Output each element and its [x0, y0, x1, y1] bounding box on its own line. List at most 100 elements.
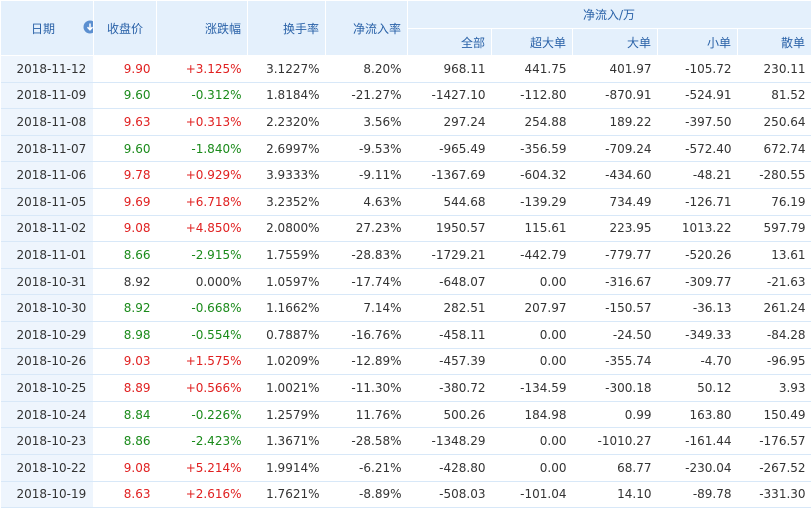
date-cell: 2018-10-25	[1, 375, 94, 402]
change-cell: 0.000%	[157, 268, 248, 295]
header-change[interactable]: 涨跌幅	[157, 1, 248, 56]
close-cell: 9.63	[94, 109, 157, 136]
net-small-cell: -520.26	[658, 242, 738, 269]
turnover-cell: 3.2352%	[248, 188, 326, 215]
net-all-cell: -1367.69	[408, 162, 492, 189]
header-net-inflow-group: 净流入/万	[408, 1, 811, 29]
net-large-cell: -870.91	[573, 82, 658, 109]
net-retail-cell: 150.49	[738, 401, 811, 428]
net-xl-cell: 184.98	[492, 401, 573, 428]
header-turnover[interactable]: 换手率	[248, 1, 326, 56]
turnover-cell: 3.9333%	[248, 162, 326, 189]
change-cell: -2.423%	[157, 428, 248, 455]
close-cell: 9.69	[94, 188, 157, 215]
turnover-cell: 2.2320%	[248, 109, 326, 136]
change-cell: +3.125%	[157, 56, 248, 83]
net-large-cell: 401.97	[573, 56, 658, 83]
net-xl-cell: 0.00	[492, 428, 573, 455]
net-small-cell: -524.91	[658, 82, 738, 109]
close-cell: 9.78	[94, 162, 157, 189]
date-cell: 2018-11-08	[1, 109, 94, 136]
net-large-cell: 14.10	[573, 481, 658, 508]
header-all[interactable]: 全部	[408, 29, 492, 56]
net-xl-cell: 0.00	[492, 454, 573, 481]
net-small-cell: 1013.22	[658, 215, 738, 242]
date-cell: 2018-11-02	[1, 215, 94, 242]
close-cell: 9.08	[94, 215, 157, 242]
close-cell: 8.89	[94, 375, 157, 402]
net-small-cell: -126.71	[658, 188, 738, 215]
net-rate-cell: 27.23%	[326, 215, 408, 242]
net-large-cell: -355.74	[573, 348, 658, 375]
turnover-cell: 1.3671%	[248, 428, 326, 455]
date-cell: 2018-10-22	[1, 454, 94, 481]
net-xl-cell: 207.97	[492, 295, 573, 322]
net-xl-cell: -139.29	[492, 188, 573, 215]
net-xl-cell: 0.00	[492, 268, 573, 295]
net-all-cell: -458.11	[408, 321, 492, 348]
change-cell: -0.312%	[157, 82, 248, 109]
net-rate-cell: -17.74%	[326, 268, 408, 295]
net-xl-cell: -101.04	[492, 481, 573, 508]
date-cell: 2018-11-06	[1, 162, 94, 189]
net-retail-cell: -331.30	[738, 481, 811, 508]
header-date[interactable]: 日期	[1, 1, 94, 56]
header-close[interactable]: 收盘价	[94, 1, 157, 56]
net-small-cell: -349.33	[658, 321, 738, 348]
close-cell: 8.92	[94, 295, 157, 322]
net-small-cell: -36.13	[658, 295, 738, 322]
header-small[interactable]: 小单	[658, 29, 738, 56]
sort-down-icon[interactable]	[83, 20, 94, 34]
net-retail-cell: -280.55	[738, 162, 811, 189]
turnover-cell: 1.8184%	[248, 82, 326, 109]
net-all-cell: -648.07	[408, 268, 492, 295]
header-large[interactable]: 大单	[573, 29, 658, 56]
date-cell: 2018-11-05	[1, 188, 94, 215]
turnover-cell: 2.0800%	[248, 215, 326, 242]
change-cell: -0.554%	[157, 321, 248, 348]
net-small-cell: -161.44	[658, 428, 738, 455]
net-retail-cell: -176.57	[738, 428, 811, 455]
header-net-rate[interactable]: 净流入率	[326, 1, 408, 56]
net-rate-cell: -28.83%	[326, 242, 408, 269]
net-xl-cell: -604.32	[492, 162, 573, 189]
net-rate-cell: -8.89%	[326, 481, 408, 508]
net-small-cell: 50.12	[658, 375, 738, 402]
turnover-cell: 1.9914%	[248, 454, 326, 481]
net-all-cell: 968.11	[408, 56, 492, 83]
net-large-cell: -1010.27	[573, 428, 658, 455]
close-cell: 9.60	[94, 135, 157, 162]
net-rate-cell: -12.89%	[326, 348, 408, 375]
turnover-cell: 1.0021%	[248, 375, 326, 402]
net-all-cell: 544.68	[408, 188, 492, 215]
turnover-cell: 1.0597%	[248, 268, 326, 295]
header-retail[interactable]: 散单	[738, 29, 811, 56]
net-rate-cell: 7.14%	[326, 295, 408, 322]
net-small-cell: -572.40	[658, 135, 738, 162]
change-cell: +6.718%	[157, 188, 248, 215]
change-cell: +1.575%	[157, 348, 248, 375]
turnover-cell: 1.2579%	[248, 401, 326, 428]
net-retail-cell: 3.93	[738, 375, 811, 402]
net-rate-cell: -28.58%	[326, 428, 408, 455]
close-cell: 8.84	[94, 401, 157, 428]
turnover-cell: 1.7621%	[248, 481, 326, 508]
change-cell: -2.915%	[157, 242, 248, 269]
close-cell: 9.08	[94, 454, 157, 481]
header-xl[interactable]: 超大单	[492, 29, 573, 56]
net-all-cell: 282.51	[408, 295, 492, 322]
net-rate-cell: 4.63%	[326, 188, 408, 215]
net-retail-cell: 81.52	[738, 82, 811, 109]
net-rate-cell: -6.21%	[326, 454, 408, 481]
net-xl-cell: 0.00	[492, 321, 573, 348]
